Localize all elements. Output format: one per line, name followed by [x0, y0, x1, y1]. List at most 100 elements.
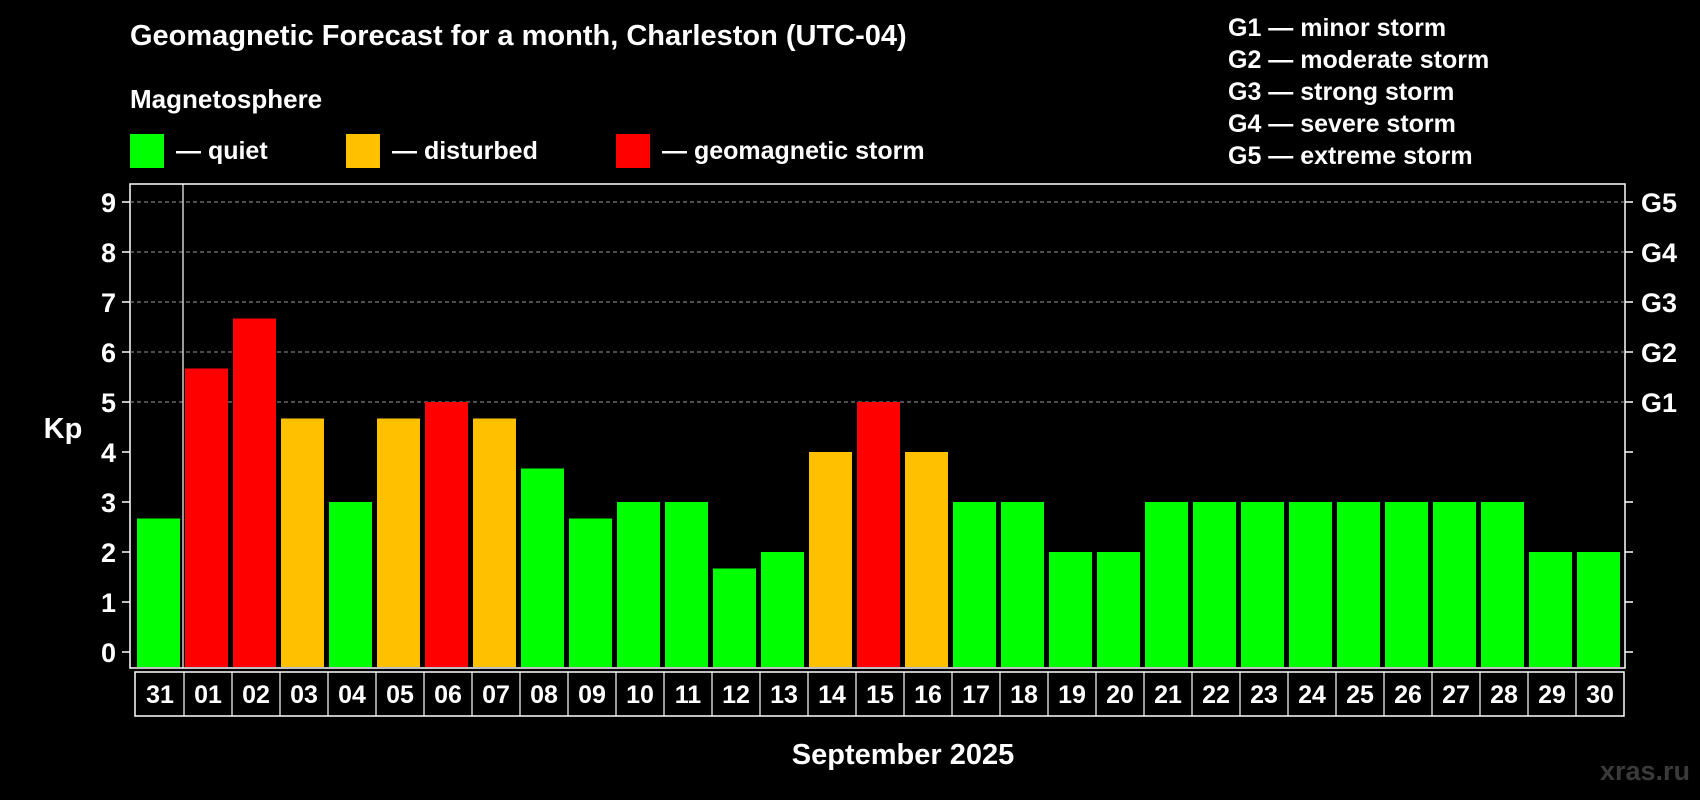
- x-tick-label-11: 11: [675, 681, 702, 709]
- x-tick-label-03: 03: [290, 681, 318, 709]
- y-tick-label-7: 7: [101, 288, 116, 318]
- x-tick-label-31: 31: [146, 681, 174, 709]
- storm-scale-g3: G3 — strong storm: [1228, 78, 1455, 106]
- legend-label-storm: — geomagnetic storm: [662, 136, 925, 165]
- bar-day-07: [473, 418, 516, 667]
- x-tick-label-15: 15: [866, 681, 894, 709]
- right-axis-label-g4: G4: [1641, 238, 1677, 268]
- bar-day-25: [1337, 502, 1380, 667]
- y-tick-label-1: 1: [101, 588, 116, 618]
- bar-day-14: [809, 452, 852, 667]
- x-tick-label-13: 13: [770, 681, 798, 709]
- x-tick-label-19: 19: [1058, 681, 1086, 709]
- bar-day-04: [329, 502, 372, 667]
- x-tick-label-18: 18: [1010, 681, 1038, 709]
- right-axis-label-g3: G3: [1641, 288, 1677, 318]
- bar-day-24: [1289, 502, 1332, 667]
- legend-item-storm: — geomagnetic storm: [616, 134, 925, 168]
- bar-day-13: [761, 552, 804, 667]
- legend-label-disturbed: — disturbed: [392, 136, 538, 165]
- right-axis-label-g5: G5: [1641, 188, 1677, 218]
- bar-day-17: [953, 502, 996, 667]
- legend-swatch-storm: [616, 134, 650, 168]
- legend-swatch-disturbed: [346, 134, 380, 168]
- x-tick-label-25: 25: [1346, 681, 1374, 709]
- bar-day-09: [569, 518, 612, 667]
- right-axis-label-g2: G2: [1641, 338, 1677, 368]
- x-tick-label-29: 29: [1538, 681, 1566, 709]
- bar-day-26: [1385, 502, 1428, 667]
- bar-day-19: [1049, 552, 1092, 667]
- y-tick-label-5: 5: [101, 388, 116, 418]
- storm-scale-g5: G5 — extreme storm: [1228, 142, 1473, 170]
- x-tick-label-01: 01: [194, 681, 222, 709]
- bar-day-23: [1241, 502, 1284, 667]
- bar-day-08: [521, 468, 564, 667]
- x-tick-label-26: 26: [1394, 681, 1422, 709]
- x-tick-label-22: 22: [1202, 681, 1230, 709]
- x-tick-label-06: 06: [434, 681, 462, 709]
- bar-day-12: [713, 568, 756, 667]
- x-tick-label-02: 02: [242, 681, 270, 709]
- bar-day-20: [1097, 552, 1140, 667]
- y-tick-label-4: 4: [101, 438, 116, 468]
- x-tick-label-05: 05: [386, 681, 414, 709]
- legend-label-quiet: — quiet: [176, 136, 268, 165]
- x-tick-label-10: 10: [626, 681, 654, 709]
- bar-day-22: [1193, 502, 1236, 667]
- legend-swatch-quiet: [130, 134, 164, 168]
- x-tick-label-28: 28: [1490, 681, 1518, 709]
- storm-scale-g1: G1 — minor storm: [1228, 14, 1447, 42]
- watermark: xras.ru: [1599, 756, 1690, 786]
- storm-scale-legend: G1 — minor storm G2 — moderate storm G3 …: [1228, 12, 1489, 172]
- y-tick-label-8: 8: [101, 238, 116, 268]
- y-tick-label-0: 0: [101, 638, 116, 668]
- x-tick-label-24: 24: [1298, 681, 1326, 709]
- bar-day-30: [1577, 552, 1620, 667]
- date-row: [134, 671, 1625, 717]
- bar-day-21: [1145, 502, 1188, 667]
- x-tick-label-27: 27: [1442, 681, 1470, 709]
- x-tick-label-16: 16: [914, 681, 942, 709]
- y-tick-label-6: 6: [101, 338, 116, 368]
- y-tick-label-2: 2: [101, 538, 116, 568]
- plot-frame: [129, 183, 1626, 669]
- x-axis-label: September 2025: [792, 739, 1014, 771]
- y-axis-label: Kp: [44, 413, 83, 445]
- legend-item-disturbed: — disturbed: [346, 134, 538, 168]
- right-axis-label-g1: G1: [1641, 388, 1677, 418]
- bar-day-28: [1481, 502, 1524, 667]
- bar-day-03: [281, 418, 324, 667]
- x-tick-label-07: 07: [482, 681, 510, 709]
- bar-day-01: [185, 368, 228, 667]
- bar-day-29: [1529, 552, 1572, 667]
- bar-day-27: [1433, 502, 1476, 667]
- x-tick-label-08: 08: [530, 681, 558, 709]
- bar-day-31: [137, 518, 180, 667]
- x-tick-label-17: 17: [962, 681, 990, 709]
- bar-day-15: [857, 402, 900, 667]
- storm-scale-g4: G4 — severe storm: [1228, 110, 1456, 138]
- x-tick-label-23: 23: [1250, 681, 1278, 709]
- y-tick-label-3: 3: [101, 488, 116, 518]
- bar-day-05: [377, 418, 420, 667]
- x-tick-label-21: 21: [1154, 681, 1182, 709]
- bar-day-11: [665, 502, 708, 667]
- bar-day-10: [617, 502, 660, 667]
- x-tick-label-04: 04: [338, 681, 366, 709]
- y-tick-label-9: 9: [101, 188, 116, 218]
- bar-day-18: [1001, 502, 1044, 667]
- magnetosphere-label: Magnetosphere: [130, 84, 323, 114]
- x-tick-label-09: 09: [578, 681, 606, 709]
- chart-title: Geomagnetic Forecast for a month, Charle…: [130, 20, 907, 52]
- x-tick-label-12: 12: [722, 681, 750, 709]
- bar-day-02: [233, 318, 276, 667]
- x-tick-label-30: 30: [1586, 681, 1614, 709]
- bar-day-06: [425, 402, 468, 667]
- x-tick-label-14: 14: [818, 681, 846, 709]
- x-tick-label-20: 20: [1106, 681, 1134, 709]
- legend-item-quiet: — quiet: [130, 134, 268, 168]
- bar-day-16: [905, 452, 948, 667]
- storm-scale-g2: G2 — moderate storm: [1228, 46, 1490, 74]
